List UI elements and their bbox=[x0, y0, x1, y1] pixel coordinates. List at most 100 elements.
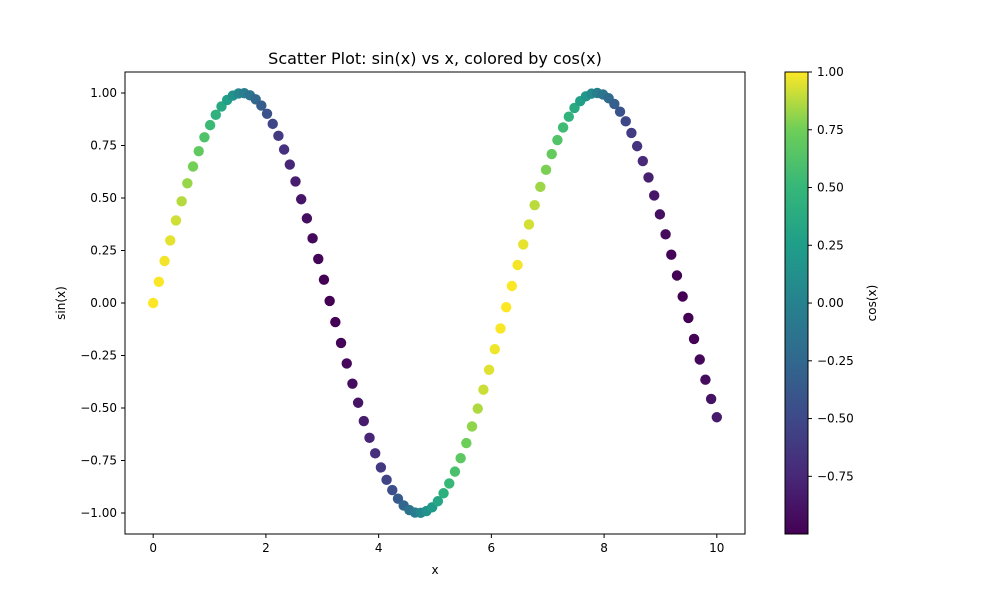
scatter-point bbox=[660, 229, 671, 240]
x-tick-label: 4 bbox=[375, 541, 383, 555]
scatter-point bbox=[614, 106, 626, 117]
scatter-point bbox=[199, 132, 210, 143]
scatter-point bbox=[466, 421, 478, 432]
colorbar-axis: −0.75 −0.50 −0.25 0.00 0.25 0.50 0.75 1.00 bbox=[808, 65, 854, 483]
scatter-point bbox=[267, 118, 278, 130]
scatter-point bbox=[478, 384, 489, 395]
scatter-point bbox=[643, 172, 654, 183]
scatter-point bbox=[307, 233, 318, 244]
scatter-point bbox=[523, 219, 535, 230]
x-tick-label: 6 bbox=[488, 541, 496, 555]
scatter-point bbox=[295, 194, 307, 205]
scatter-point bbox=[182, 178, 193, 189]
colorbar bbox=[784, 71, 809, 535]
x-axis: 0 2 4 6 8 10 bbox=[149, 534, 724, 555]
chart-title: Scatter Plot: sin(x) vs x, colored by co… bbox=[268, 49, 602, 68]
scatter-point bbox=[472, 403, 483, 414]
scatter-point bbox=[153, 276, 165, 287]
scatter-point bbox=[432, 496, 444, 507]
scatter-point bbox=[609, 98, 620, 110]
scatter-point bbox=[495, 323, 506, 334]
scatter-point bbox=[535, 181, 546, 193]
scatter-point bbox=[256, 100, 267, 111]
colorbar-tick-label: −0.50 bbox=[817, 412, 854, 426]
scatter-point bbox=[147, 297, 159, 309]
x-axis-label: x bbox=[431, 563, 438, 577]
colorbar-tick-label: 0.50 bbox=[817, 181, 844, 195]
scatter-point bbox=[438, 488, 449, 499]
scatter-point bbox=[620, 116, 631, 127]
scatter-points bbox=[147, 87, 723, 518]
scatter-point bbox=[455, 452, 466, 464]
scatter-point bbox=[358, 415, 370, 427]
scatter-point bbox=[375, 462, 387, 473]
scatter-point bbox=[364, 432, 375, 444]
scatter-point bbox=[557, 122, 569, 133]
scatter-point bbox=[500, 302, 512, 313]
y-tick-label: 1.00 bbox=[90, 86, 117, 100]
colorbar-label: cos(x) bbox=[865, 285, 879, 322]
scatter-point bbox=[694, 354, 705, 365]
y-tick-label: −0.50 bbox=[80, 401, 117, 415]
scatter-point bbox=[318, 274, 330, 285]
scatter-point bbox=[381, 474, 392, 486]
scatter-point bbox=[449, 466, 461, 477]
scatter-point bbox=[637, 155, 649, 167]
scatter-point bbox=[546, 148, 557, 160]
scatter-point bbox=[518, 239, 529, 250]
scatter-point bbox=[261, 108, 273, 119]
scatter-point bbox=[273, 130, 284, 142]
colorbar-tick-label: −0.25 bbox=[817, 354, 854, 368]
scatter-point bbox=[552, 134, 563, 146]
scatter-point bbox=[165, 235, 176, 246]
colorbar-tick-label: 0.00 bbox=[817, 296, 844, 310]
y-tick-label: −0.75 bbox=[80, 454, 117, 468]
colorbar-tick-label: 0.75 bbox=[817, 123, 844, 137]
scatter-point bbox=[324, 295, 335, 307]
scatter-point bbox=[540, 164, 552, 176]
scatter-point bbox=[347, 378, 358, 389]
scatter-point bbox=[700, 374, 711, 385]
scatter-point bbox=[159, 255, 170, 267]
y-axis: −1.00 −0.75 −0.50 −0.25 0.00 0.25 0.50 0.75 1.00 bbox=[80, 86, 125, 520]
scatter-point bbox=[204, 119, 216, 131]
x-tick-label: 8 bbox=[600, 541, 608, 555]
plot-frame bbox=[124, 71, 746, 535]
scatter-point bbox=[278, 144, 290, 155]
scatter-point bbox=[649, 190, 660, 201]
scatter-point bbox=[626, 127, 637, 139]
scatter-point bbox=[193, 145, 204, 157]
scatter-point bbox=[284, 159, 296, 170]
x-tick-label: 0 bbox=[149, 541, 157, 555]
scatter-point bbox=[563, 111, 575, 122]
y-tick-label: 0.75 bbox=[90, 139, 117, 153]
x-tick-label: 10 bbox=[709, 541, 724, 555]
colorbar-tick-label: 1.00 bbox=[817, 65, 844, 79]
scatter-point bbox=[330, 316, 341, 328]
scatter-point bbox=[483, 364, 495, 375]
scatter-point bbox=[506, 280, 518, 292]
y-tick-label: 0.25 bbox=[90, 244, 117, 258]
scatter-point bbox=[170, 215, 182, 226]
scatter-point bbox=[387, 484, 398, 496]
colorbar-tick-label: 0.25 bbox=[817, 238, 844, 252]
y-tick-label: −1.00 bbox=[80, 506, 117, 520]
scatter-point bbox=[290, 176, 301, 187]
scatter-point bbox=[370, 448, 381, 459]
x-tick-label: 2 bbox=[262, 541, 270, 555]
scatter-point bbox=[688, 333, 700, 345]
y-axis-label: sin(x) bbox=[54, 286, 68, 320]
scatter-point bbox=[677, 291, 688, 302]
scatter-point bbox=[711, 412, 723, 423]
scatter-point bbox=[313, 253, 324, 265]
y-tick-label: −0.25 bbox=[80, 349, 117, 363]
scatter-point bbox=[461, 437, 472, 449]
scatter-point bbox=[666, 249, 677, 260]
scatter-point bbox=[529, 199, 540, 211]
scatter-point bbox=[444, 478, 455, 489]
scatter-point bbox=[671, 270, 683, 281]
scatter-point bbox=[301, 213, 313, 224]
y-tick-label: 0.50 bbox=[90, 191, 117, 205]
